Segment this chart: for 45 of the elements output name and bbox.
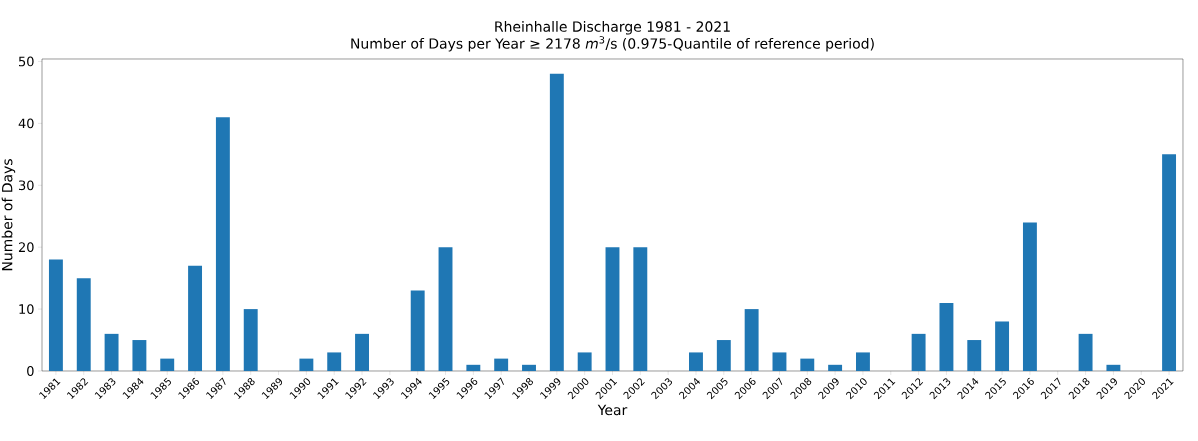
bar	[605, 247, 620, 371]
bar	[744, 309, 759, 371]
bar	[355, 333, 369, 371]
chart-subtitle: Number of Days per Year ≥ 2178 m$^{3}$/s (0.975-Quantile of reference period)	[351, 36, 874, 52]
bar	[939, 302, 954, 371]
bar	[716, 340, 731, 371]
y-tick-label: 10	[19, 304, 34, 314]
bar	[410, 290, 425, 371]
bar	[299, 358, 314, 371]
bar	[967, 340, 982, 371]
bar	[911, 333, 926, 371]
bar	[549, 73, 564, 371]
chart-title: Rheinhalle Discharge 1981 - 2021	[495, 21, 730, 35]
bar	[132, 340, 147, 371]
y-tick-label: 50	[19, 56, 34, 67]
y-tick-label: 0	[27, 366, 34, 376]
bar	[215, 117, 230, 371]
y-tick-label: 30	[18, 180, 34, 191]
bar	[327, 352, 342, 371]
bar	[1022, 222, 1037, 371]
y-tick-label: 20	[18, 242, 34, 253]
y-axis-title: Number of Days	[1, 159, 16, 271]
bar	[855, 352, 870, 371]
bar	[104, 333, 119, 371]
bar	[494, 358, 509, 371]
bar	[160, 358, 175, 371]
bar	[689, 352, 703, 371]
bar	[828, 364, 843, 371]
bar	[188, 265, 203, 371]
bar	[633, 247, 648, 371]
bar	[243, 309, 258, 371]
bar	[76, 278, 91, 371]
bar	[995, 321, 1010, 371]
bar	[1078, 333, 1093, 371]
bar	[522, 364, 536, 371]
bar	[772, 352, 787, 371]
bar	[800, 358, 815, 371]
bar	[466, 364, 481, 371]
bar	[438, 247, 453, 371]
bar	[577, 352, 592, 371]
bar	[1162, 154, 1177, 371]
bar	[48, 259, 63, 371]
bar	[1106, 364, 1121, 371]
x-axis-title: Year	[597, 404, 628, 416]
y-tick-label: 40	[18, 118, 34, 129]
